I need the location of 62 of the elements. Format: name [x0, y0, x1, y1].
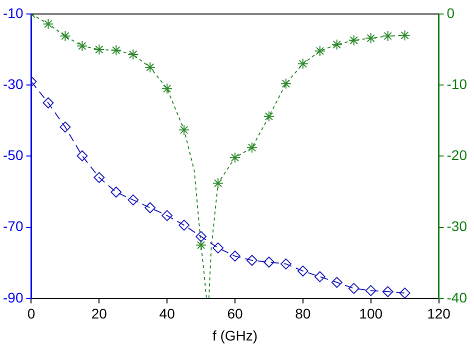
- y2-tick-label: 0: [446, 4, 455, 21]
- y2-tick-label: -20: [446, 147, 468, 164]
- point: [348, 282, 360, 294]
- point: [42, 97, 54, 108]
- point: [314, 271, 326, 282]
- x-tick-label: 100: [359, 306, 383, 322]
- point: [196, 240, 207, 251]
- x-axis-title: f (GHz): [212, 327, 258, 344]
- point: [42, 18, 54, 30]
- point: [263, 256, 274, 268]
- y2-tick-label: -30: [446, 218, 468, 234]
- y-tick-label: -70: [3, 218, 24, 234]
- point: [162, 83, 173, 94]
- point: [297, 266, 308, 277]
- point: [110, 44, 122, 56]
- point: [128, 194, 139, 206]
- point: [60, 122, 71, 133]
- point: [144, 202, 156, 214]
- y-tick-label: -50: [3, 147, 24, 164]
- point: [280, 78, 292, 90]
- point: [314, 45, 326, 56]
- point: [246, 254, 258, 266]
- point: [263, 110, 274, 122]
- point: [280, 258, 292, 270]
- point: [196, 231, 207, 242]
- x-tick-label: 80: [295, 306, 311, 322]
- point: [365, 32, 376, 44]
- point: [76, 150, 88, 162]
- y-tick-label: -30: [3, 76, 24, 92]
- point: [382, 286, 394, 298]
- point: [110, 186, 122, 198]
- point: [94, 44, 105, 56]
- y-tick-label: -10: [3, 4, 24, 21]
- point: [212, 178, 224, 189]
- x-tick-label: 0: [27, 306, 36, 322]
- x-tick-label: 120: [427, 306, 451, 322]
- x-tick-label: 40: [159, 306, 176, 322]
- point: [144, 62, 156, 73]
- point: [178, 220, 190, 231]
- point: [399, 288, 410, 298]
- point: [230, 152, 240, 164]
- x-tick-label: 60: [227, 306, 243, 322]
- y2-tick-label: -40: [446, 289, 468, 306]
- y-tick-label: -90: [3, 289, 24, 306]
- point: [348, 34, 360, 46]
- point: [60, 30, 71, 42]
- point: [94, 172, 105, 184]
- point: [331, 276, 342, 288]
- x-tick-label: 20: [91, 306, 108, 322]
- point: [365, 285, 376, 296]
- point: [297, 58, 308, 70]
- point: [128, 49, 139, 60]
- point: [382, 30, 394, 42]
- point: [162, 210, 173, 222]
- point: [212, 242, 224, 254]
- point: [230, 250, 240, 262]
- point: [246, 142, 258, 154]
- point: [76, 40, 88, 52]
- point: [331, 39, 342, 50]
- point: [178, 124, 190, 136]
- y2-tick-label: -10: [446, 76, 468, 92]
- point: [399, 30, 410, 41]
